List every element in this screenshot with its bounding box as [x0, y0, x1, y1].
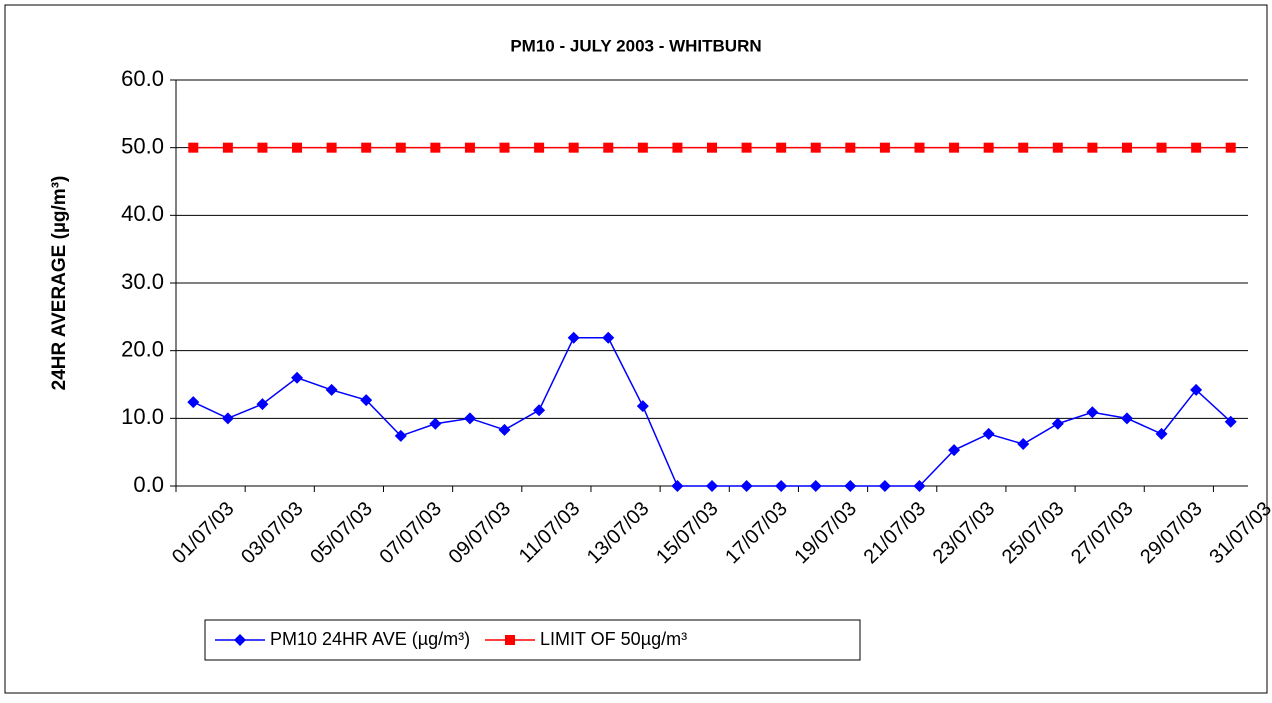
data-point: [948, 444, 961, 457]
data-point: [568, 142, 579, 153]
data-point: [360, 394, 373, 407]
data-point: [775, 480, 788, 492]
legend-label: LIMIT OF 50µg/m³: [540, 629, 687, 649]
data-point: [325, 383, 338, 396]
data-point: [845, 142, 856, 153]
data-point: [1191, 142, 1202, 153]
y-tick-label: 60.0: [121, 66, 164, 91]
data-point: [706, 480, 718, 492]
data-point: [187, 396, 200, 409]
data-point: [949, 142, 960, 153]
data-point: [776, 142, 787, 153]
y-tick-label: 0.0: [133, 472, 164, 497]
data-point: [257, 142, 268, 153]
data-point: [394, 429, 407, 442]
data-point: [361, 142, 372, 153]
data-point: [672, 142, 683, 153]
y-tick-label: 40.0: [121, 201, 164, 226]
data-point: [463, 412, 476, 425]
data-point: [914, 142, 925, 153]
data-point: [671, 480, 684, 492]
legend-marker: [505, 635, 515, 645]
data-point: [637, 142, 648, 153]
data-point: [741, 142, 752, 153]
data-point: [256, 398, 269, 411]
data-point: [188, 142, 199, 153]
chart-title: PM10 - JULY 2003 - WHITBURN: [510, 36, 761, 55]
y-tick-label: 10.0: [121, 404, 164, 429]
data-point: [983, 142, 994, 153]
data-point: [879, 142, 890, 153]
data-point: [809, 480, 822, 492]
y-tick-label: 20.0: [121, 336, 164, 361]
data-point: [429, 417, 442, 430]
data-point: [982, 427, 995, 440]
data-point: [740, 480, 753, 492]
y-tick-label: 50.0: [121, 133, 164, 158]
data-point: [1225, 142, 1236, 153]
data-point: [326, 142, 337, 153]
data-point: [878, 480, 891, 492]
data-point: [291, 371, 304, 384]
data-point: [913, 480, 926, 492]
data-point: [1155, 427, 1168, 440]
data-point: [1052, 142, 1063, 153]
data-point: [636, 400, 649, 413]
data-point: [292, 142, 303, 153]
data-point: [221, 412, 234, 425]
data-point: [1087, 142, 1098, 153]
data-point: [567, 331, 580, 344]
data-point: [1121, 142, 1132, 153]
data-point: [499, 142, 510, 153]
data-point: [1017, 438, 1030, 451]
data-point: [810, 142, 821, 153]
data-point: [222, 142, 233, 153]
y-axis-label: 24HR AVERAGE (µg/m³): [49, 176, 70, 391]
data-point: [1156, 142, 1167, 153]
legend-label: PM10 24HR AVE (µg/m³): [270, 629, 470, 649]
data-point: [533, 404, 546, 417]
data-point: [602, 331, 615, 344]
data-point: [430, 142, 441, 153]
data-point: [1051, 417, 1064, 430]
data-point: [603, 142, 614, 153]
data-point: [1086, 406, 1099, 419]
data-point: [1018, 142, 1029, 153]
data-point: [707, 142, 717, 153]
data-point: [395, 142, 406, 153]
data-point: [498, 423, 511, 436]
chart-border: [4, 4, 1268, 694]
y-tick-label: 30.0: [121, 269, 164, 294]
legend-marker: [234, 634, 246, 646]
data-point: [844, 480, 857, 492]
data-point: [1224, 415, 1237, 428]
data-point: [464, 142, 475, 153]
data-point: [534, 142, 545, 153]
data-point: [1120, 412, 1133, 425]
data-point: [1190, 383, 1203, 396]
